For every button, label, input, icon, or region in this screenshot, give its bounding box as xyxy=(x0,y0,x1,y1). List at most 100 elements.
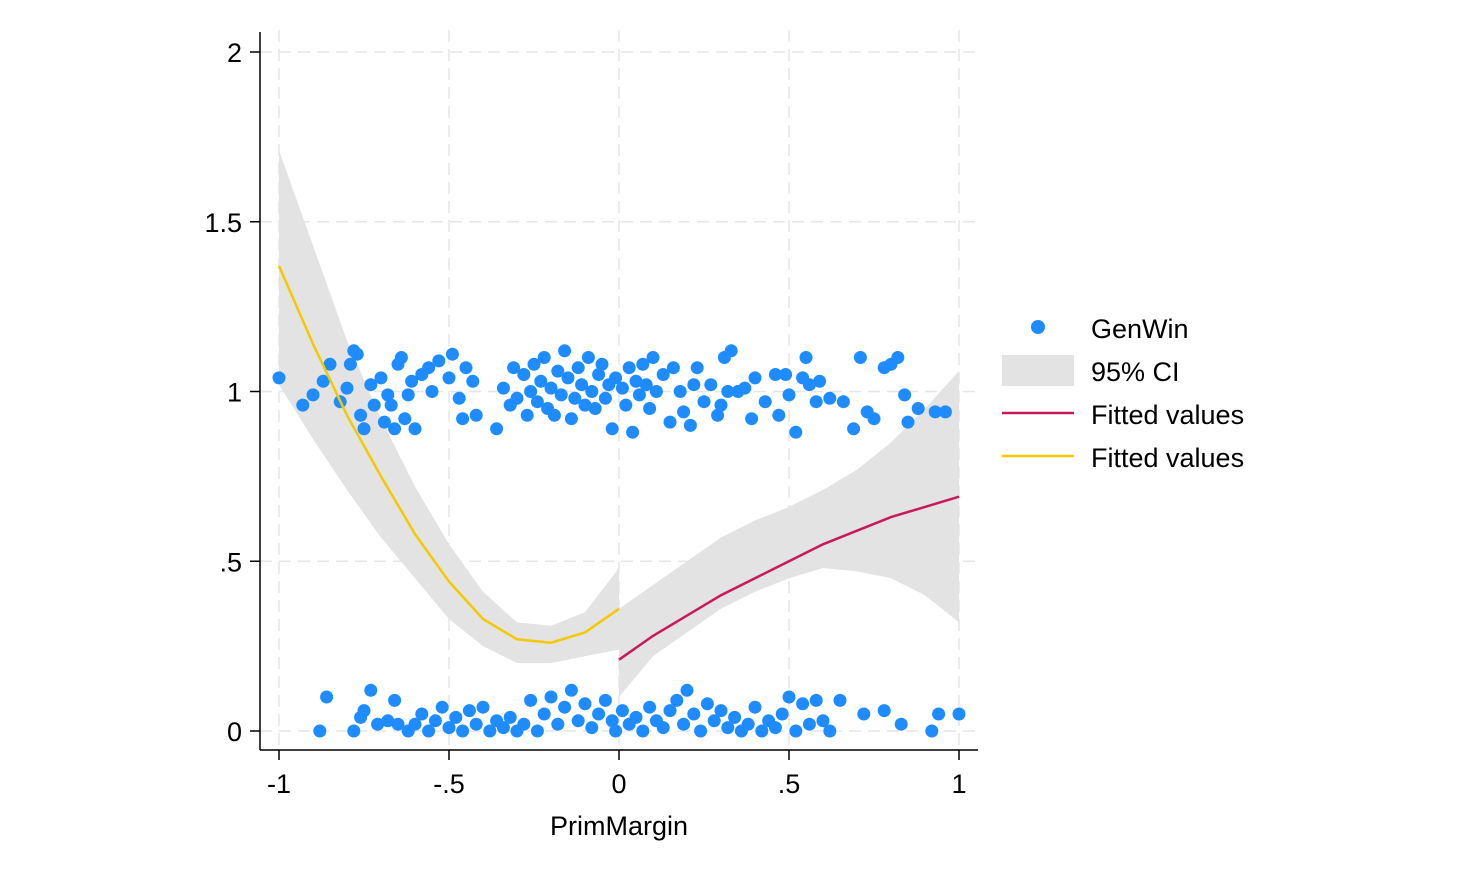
ci-band-right xyxy=(619,371,959,697)
x-tick-label: 1 xyxy=(951,769,966,799)
fit-layer xyxy=(277,265,960,661)
scatter-point xyxy=(510,391,524,405)
fitted-line-right xyxy=(618,495,960,661)
scatter-point xyxy=(809,395,823,409)
scatter-point xyxy=(687,707,701,721)
scatter-point xyxy=(609,371,623,385)
scatter-point xyxy=(639,378,653,392)
scatter-point xyxy=(530,395,544,409)
ci-band-left xyxy=(279,150,619,664)
scatter-point xyxy=(415,707,429,721)
scatter-point xyxy=(789,425,803,439)
x-tick-label: 0 xyxy=(611,769,626,799)
scatter-point xyxy=(490,422,504,436)
scatter-point xyxy=(384,398,398,412)
scatter-point xyxy=(456,412,470,426)
scatter-point xyxy=(459,361,473,375)
legend-key-area xyxy=(1002,355,1074,386)
x-tick-label: -1 xyxy=(267,769,291,799)
scatter-point xyxy=(605,714,619,728)
scatter-point xyxy=(571,361,585,375)
legend-label: 95% CI xyxy=(1091,357,1180,387)
scatter-point xyxy=(377,415,391,429)
scatter-point xyxy=(364,378,378,392)
scatter-point xyxy=(636,724,650,738)
scatter-point xyxy=(340,381,354,395)
scatter-point xyxy=(456,724,470,738)
scatter-point xyxy=(592,707,606,721)
scatter-point xyxy=(350,347,364,361)
scatter-point xyxy=(619,398,633,412)
scatter-point xyxy=(272,371,286,385)
scatter-point xyxy=(877,704,891,718)
scatter-point xyxy=(802,717,816,731)
scatter-point xyxy=(833,693,847,707)
scatter-point xyxy=(381,714,395,728)
scatter-point xyxy=(636,357,650,371)
scatter-point xyxy=(649,385,663,398)
scatter-point xyxy=(558,344,572,358)
scatter-point xyxy=(564,683,578,697)
legend-label: Fitted values xyxy=(1091,443,1244,473)
scatter-point xyxy=(449,710,463,724)
scatter-point xyxy=(408,422,422,436)
scatter-point xyxy=(632,388,646,402)
scatter-point xyxy=(666,361,680,375)
scatter-point xyxy=(547,408,561,422)
scatter-point xyxy=(581,351,595,364)
x-tick-label: .5 xyxy=(778,769,801,799)
scatter-point xyxy=(476,700,490,714)
scatter-point xyxy=(857,707,871,721)
scatter-point xyxy=(938,405,952,419)
scatter-point xyxy=(524,385,538,398)
scatter-point xyxy=(391,717,405,731)
axes-layer: -1 -.5 0 .5 1 0 .5 1 1.5 2 xyxy=(204,32,978,799)
scatter-point xyxy=(442,371,456,385)
scatter-point xyxy=(755,724,769,738)
scatter-point xyxy=(354,408,368,422)
scatter-point xyxy=(714,398,728,412)
scatter-point xyxy=(615,704,629,718)
scatter-point xyxy=(320,690,334,704)
scatter-point xyxy=(313,724,327,738)
scatter-point xyxy=(503,710,517,724)
scatter-point xyxy=(537,351,551,364)
scatter-point xyxy=(568,391,582,405)
scatter-point xyxy=(823,391,837,405)
scatter-point xyxy=(578,398,592,412)
scatter-point xyxy=(524,693,538,707)
scatter-point xyxy=(496,381,510,395)
legend-label: GenWin xyxy=(1091,314,1189,344)
scatter-point xyxy=(629,710,643,724)
scatter-point xyxy=(728,710,742,724)
scatter-point xyxy=(898,388,912,402)
scatter-point xyxy=(663,704,677,718)
scatter-point xyxy=(544,690,558,704)
scatter-point xyxy=(721,721,735,735)
legend: GenWin 95% CI Fitted values Fitted values xyxy=(1002,314,1244,473)
scatter-point xyxy=(768,721,782,735)
scatter-point xyxy=(853,351,867,364)
scatter-point xyxy=(673,385,687,398)
scatter-point xyxy=(928,405,942,419)
scatter-point xyxy=(697,395,711,409)
scatter-point xyxy=(741,717,755,731)
scatter-point xyxy=(707,714,721,728)
scatter-point xyxy=(867,412,881,426)
scatter-point xyxy=(367,398,381,412)
scatter-point xyxy=(466,374,480,388)
scatter-point xyxy=(551,717,565,731)
scatter-point xyxy=(711,408,725,422)
legend-key-marker xyxy=(1031,320,1045,334)
scatter-point xyxy=(796,697,810,711)
scatter-point xyxy=(527,357,541,371)
scatter-point xyxy=(435,700,449,714)
scatter-point xyxy=(316,374,330,388)
scatter-point xyxy=(643,402,657,415)
scatter-point xyxy=(663,415,677,429)
scatter-point xyxy=(799,351,813,364)
scatter-point xyxy=(469,408,483,422)
scatter-point xyxy=(622,361,636,375)
scatter-point xyxy=(704,378,718,392)
